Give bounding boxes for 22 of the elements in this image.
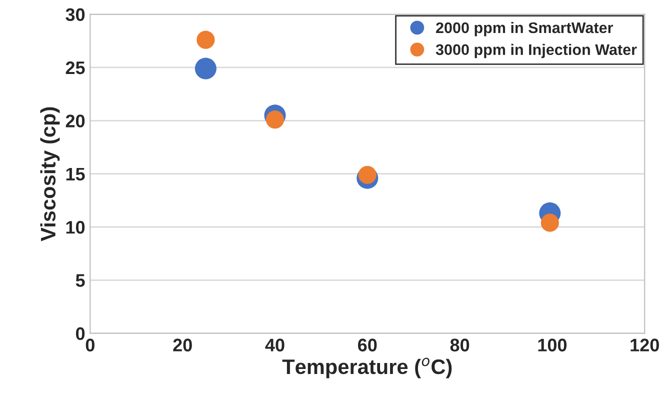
x-tick-label: 120 <box>630 338 659 352</box>
y-axis-title: Viscosity (cp) <box>40 107 60 242</box>
x-tick-label: 60 <box>358 338 377 352</box>
x-tick-label: 0 <box>86 338 94 352</box>
point <box>196 30 215 49</box>
y-tick-label: 0 <box>76 327 85 340</box>
point <box>266 110 284 129</box>
y-tick-label: 20 <box>66 114 85 128</box>
x-tick-label: 40 <box>265 338 284 352</box>
y-tick-label: 15 <box>66 168 85 181</box>
x-axis-title: Temperature ($^{o}$C) <box>282 358 452 378</box>
x-tick-label: 80 <box>450 338 470 352</box>
point <box>194 58 216 80</box>
y-tick-label: 25 <box>66 61 85 74</box>
y-tick-label: 30 <box>66 8 85 22</box>
point <box>540 214 559 232</box>
legend-label: 2000 ppm in SmartWater <box>436 22 614 36</box>
y-tick-label: 5 <box>76 274 85 287</box>
x-tick-label: 20 <box>173 338 192 352</box>
legend-label: 3000 ppm in Injection Water <box>436 44 637 58</box>
x-tick-label: 100 <box>538 338 567 352</box>
y-tick-label: 10 <box>66 220 85 234</box>
